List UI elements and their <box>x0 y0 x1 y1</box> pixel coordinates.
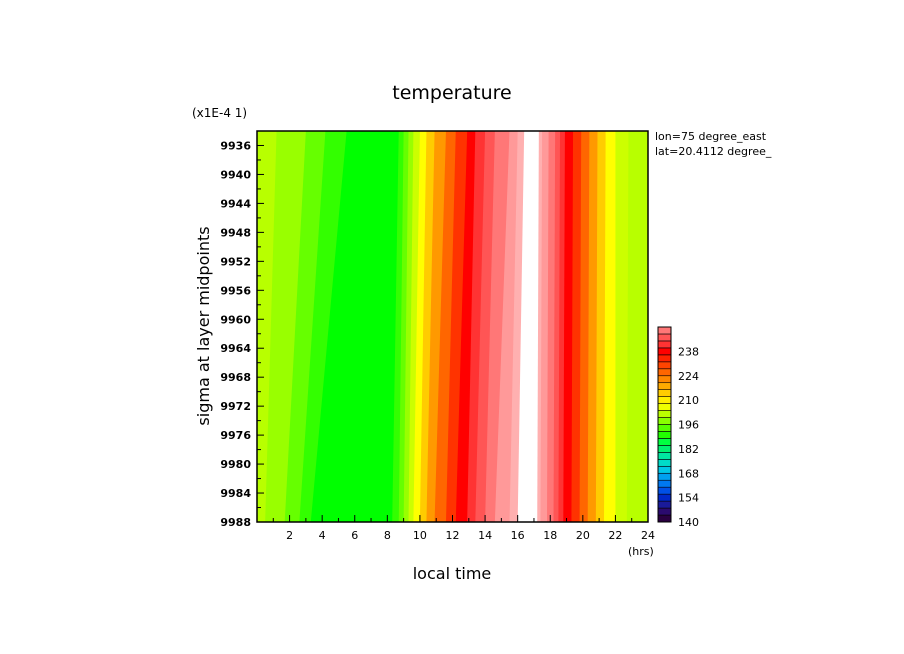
x-axis-label: local time <box>413 564 492 583</box>
colorbar-swatch <box>657 472 672 481</box>
chart-title: temperature <box>392 82 511 104</box>
colorbar-swatch <box>657 375 672 384</box>
colorbar-swatches <box>657 326 672 523</box>
colorbar-label: 210 <box>678 394 699 407</box>
colorbar-swatch <box>657 368 672 377</box>
colorbar-swatch <box>657 493 672 502</box>
y-tick-label: 9940 <box>220 168 251 181</box>
plot-area: 2 4 6 8 10 12 14 16 18 20 22 24 9936994099449948995… <box>220 130 655 542</box>
colorbar-labels: 140 154 168 182 196 210 224 238 <box>678 345 699 529</box>
y-tick-label: 9976 <box>220 429 251 442</box>
x-tick-label: 8 <box>384 529 391 542</box>
colorbar-swatch <box>657 479 672 488</box>
x-tick-label: 14 <box>478 529 492 542</box>
colorbar-label: 224 <box>678 370 699 383</box>
colorbar-swatch <box>657 403 672 411</box>
x-tick-label: 12 <box>446 529 460 542</box>
x-tick-label: 16 <box>511 529 525 542</box>
y-tick-label: 9936 <box>220 139 251 152</box>
y-tick-label: 9964 <box>220 342 251 355</box>
contour-fill-layer <box>257 131 648 522</box>
colorbar-swatch <box>657 500 672 509</box>
y-tick-label: 9988 <box>220 516 251 529</box>
y-tick-label: 9956 <box>220 284 251 297</box>
colorbar-swatch <box>657 424 672 432</box>
x-tick-label: 6 <box>351 529 358 542</box>
colorbar-swatch <box>657 431 672 439</box>
colorbar-swatch <box>657 389 672 397</box>
colorbar-swatch <box>657 361 672 370</box>
colorbar-swatch <box>657 507 672 516</box>
y-tick-label: 9944 <box>220 197 251 210</box>
colorbar-swatch <box>657 445 672 453</box>
x-tick-label: 4 <box>319 529 326 542</box>
x-tick-label: 10 <box>413 529 427 542</box>
x-tick-label: 20 <box>576 529 590 542</box>
colorbar-label: 140 <box>678 516 699 529</box>
colorbar: 140 154 168 182 196 210 224 238 <box>657 326 699 529</box>
plot-frame <box>256 130 649 523</box>
colorbar-swatch <box>657 514 672 523</box>
colorbar-frame <box>657 326 672 523</box>
y-tick-label: 9960 <box>220 313 251 326</box>
scale-note: (x1E-4 1) <box>192 106 247 120</box>
colorbar-swatch <box>657 347 672 356</box>
annotation-lon: lon=75 degree_east <box>655 130 767 143</box>
annotation-lat: lat=20.4112 degree_ <box>655 145 772 158</box>
x-axis-ticks: 2 4 6 8 10 12 14 16 18 20 22 24 <box>272 515 655 542</box>
y-axis-ticks: 9936 9940 9944 9948 9952 9956 9960 9964 9968 9972… <box>220 139 264 529</box>
y-tick-label: 9968 <box>220 371 251 384</box>
y-tick-label: 9984 <box>220 487 251 500</box>
colorbar-label: 154 <box>678 492 699 505</box>
colorbar-swatch <box>657 410 672 418</box>
colorbar-swatch <box>657 438 672 446</box>
colorbar-swatch <box>657 465 672 474</box>
colorbar-swatch <box>657 417 672 425</box>
y-tick-label: 9952 <box>220 255 251 268</box>
colorbar-swatch <box>657 396 672 404</box>
x-tick-label: 22 <box>608 529 622 542</box>
contour-band <box>626 131 648 522</box>
colorbar-swatch <box>657 354 672 363</box>
colorbar-swatch <box>657 326 672 335</box>
colorbar-swatch <box>657 340 672 349</box>
colorbar-swatch <box>657 486 672 495</box>
y-tick-label: 9948 <box>220 226 251 239</box>
x-axis-unit: (hrs) <box>628 545 654 558</box>
colorbar-swatch <box>657 459 672 467</box>
y-tick-label: 9972 <box>220 400 251 413</box>
colorbar-label: 182 <box>678 443 699 456</box>
colorbar-swatch <box>657 333 672 342</box>
x-tick-label: 24 <box>641 529 655 542</box>
colorbar-swatch <box>657 452 672 460</box>
colorbar-label: 168 <box>678 467 699 480</box>
colorbar-label: 238 <box>678 345 699 358</box>
y-axis-label: sigma at layer midpoints <box>194 226 213 425</box>
colorbar-swatch <box>657 382 672 390</box>
y-tick-label: 9980 <box>220 458 251 471</box>
x-tick-label: 18 <box>543 529 557 542</box>
x-tick-label: 2 <box>286 529 293 542</box>
colorbar-label: 196 <box>678 419 699 432</box>
